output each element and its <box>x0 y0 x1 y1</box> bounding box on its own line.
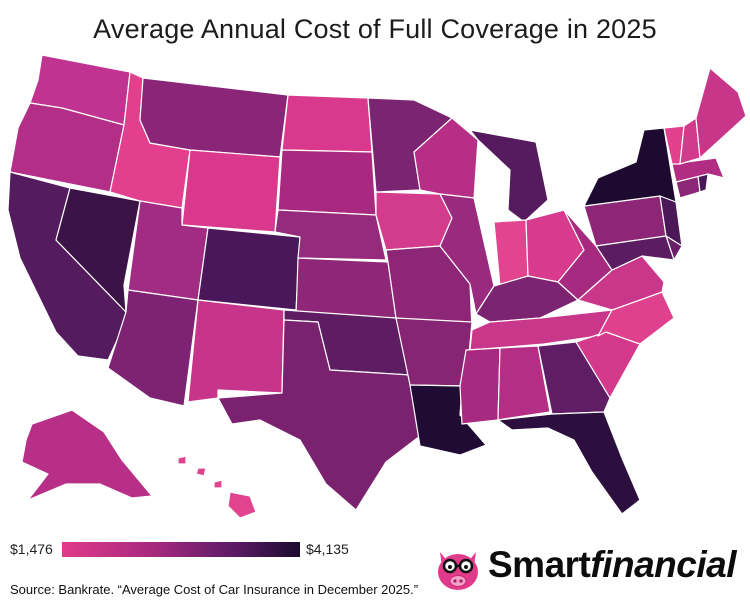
state-TX[interactable] <box>217 319 421 511</box>
brand-wordmark-part1: Smart <box>488 544 591 585</box>
brand-wordmark: Smartfinancial <box>488 544 736 586</box>
state-WY[interactable] <box>181 149 281 233</box>
state-CO[interactable] <box>197 227 301 311</box>
state-MT[interactable] <box>139 77 289 158</box>
state-ND[interactable] <box>281 94 373 153</box>
legend-color-scale <box>62 542 300 557</box>
state-NV[interactable] <box>55 187 141 313</box>
state-MD[interactable] <box>595 235 675 271</box>
state-AL[interactable] <box>497 345 551 421</box>
state-KS[interactable] <box>295 257 397 319</box>
map-title: Average Annual Cost of Full Coverage in … <box>93 14 657 44</box>
brand-wordmark-part2: financial <box>590 544 736 585</box>
state-NM[interactable] <box>187 299 285 403</box>
pig-with-glasses-icon <box>438 552 478 590</box>
legend-max-label: $4,135 <box>306 541 349 557</box>
smartfinancial-logo: Smartfinancial <box>432 540 744 596</box>
state-AK[interactable] <box>21 409 153 501</box>
source-note: Source: Bankrate. “Average Cost of Car I… <box>10 582 419 597</box>
state-IL[interactable] <box>439 193 495 315</box>
state-IA[interactable] <box>375 191 453 251</box>
state-GA[interactable] <box>537 341 611 415</box>
state-MS[interactable] <box>459 347 501 425</box>
state-MI[interactable] <box>469 129 549 223</box>
state-MA[interactable] <box>671 157 725 183</box>
legend-min-label: $1,476 <box>10 541 53 557</box>
state-HI[interactable] <box>177 455 257 519</box>
state-SD[interactable] <box>277 149 377 216</box>
state-IN[interactable] <box>493 219 529 287</box>
state-FL[interactable] <box>497 411 641 515</box>
state-ME[interactable] <box>695 67 747 159</box>
